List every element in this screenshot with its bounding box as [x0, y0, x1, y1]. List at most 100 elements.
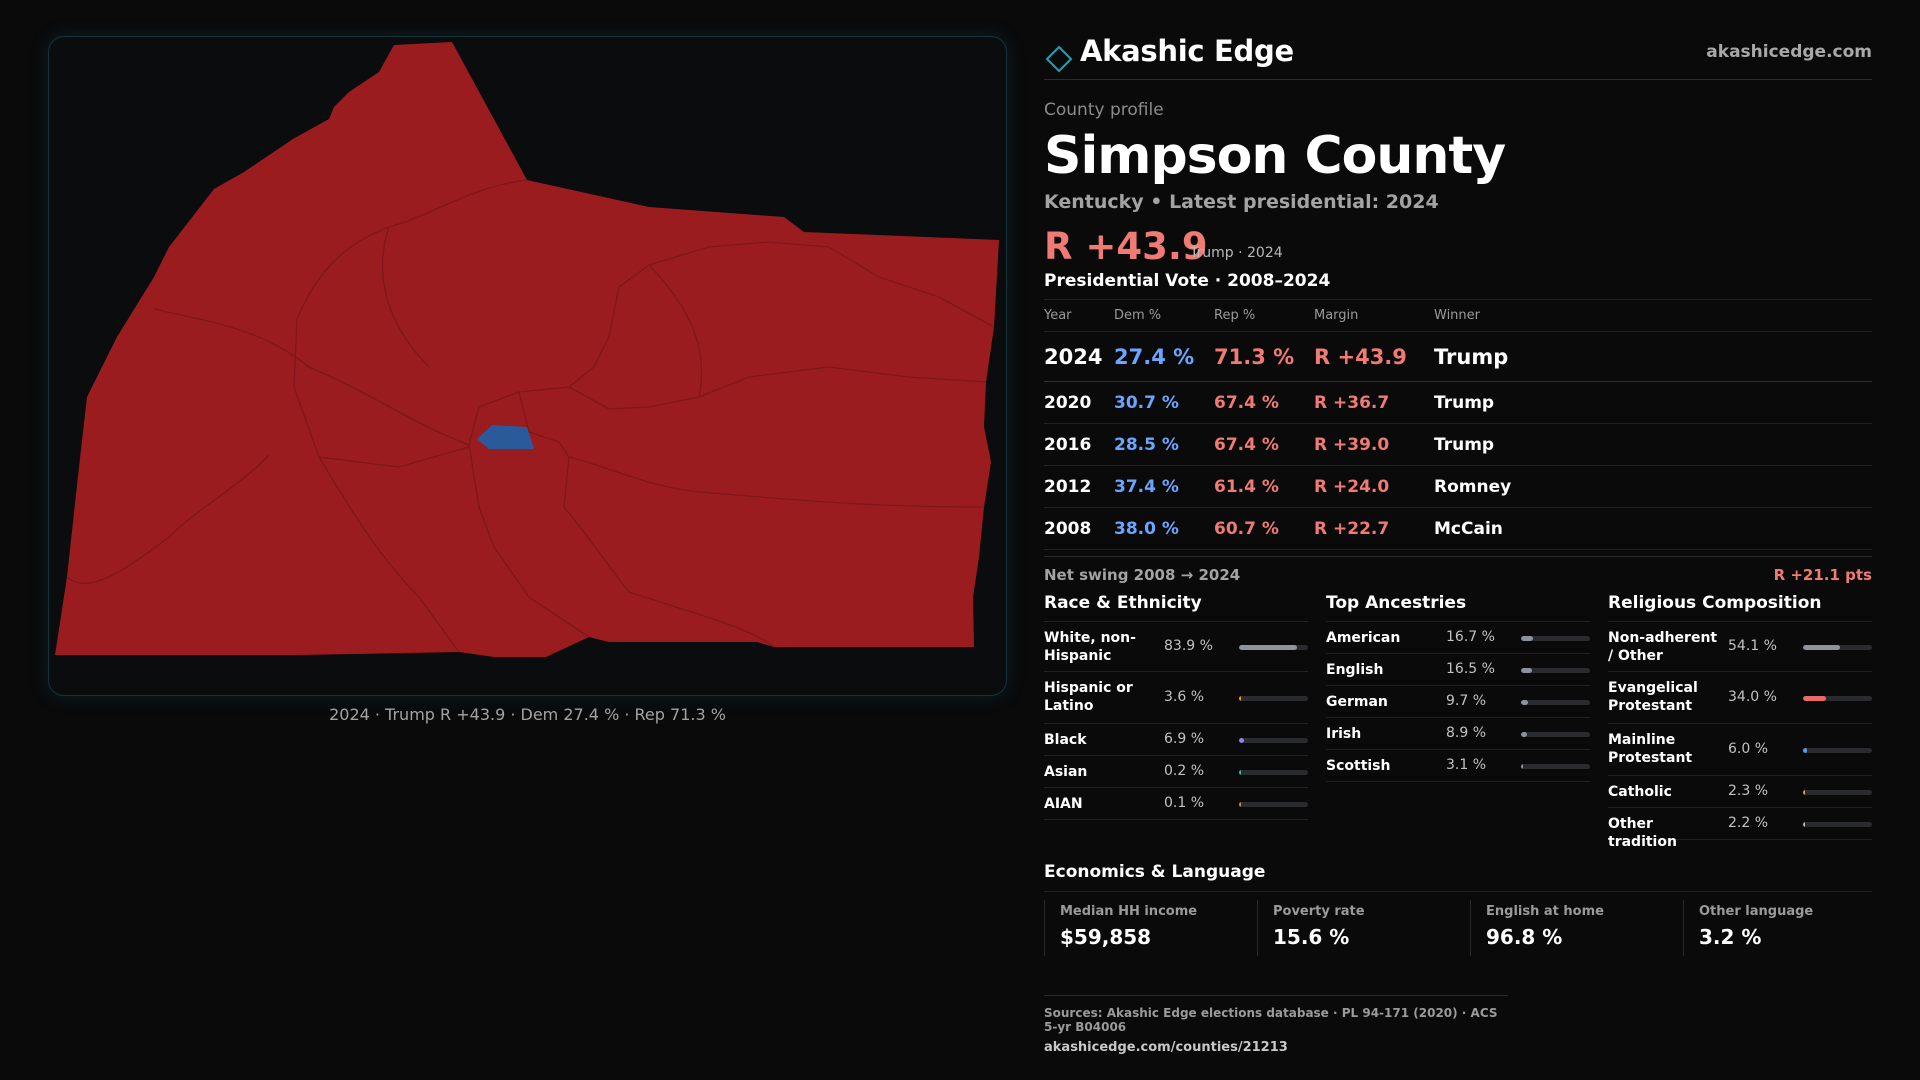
county-map[interactable] [48, 36, 1007, 696]
row-year: 2008 [1044, 507, 1114, 551]
share-bar [1239, 769, 1308, 775]
row-rep: 67.4 % [1214, 381, 1314, 425]
share-bar [1803, 644, 1872, 650]
list-item: Irish 8.9 % [1326, 718, 1590, 751]
page-subtitle: Kentucky • Latest presidential: 2024 [1044, 191, 1439, 214]
col-margin: Margin [1314, 299, 1434, 333]
share-bar [1521, 699, 1590, 705]
item-value: 3.1 % [1446, 757, 1487, 774]
list-item: American 16.7 % [1326, 622, 1590, 655]
share-bar [1521, 635, 1590, 641]
margin-detail: Trump · 2024 [1190, 245, 1283, 262]
stat-value: 15.6 % [1273, 925, 1350, 949]
brand-url[interactable]: akashicedge.com [1706, 42, 1872, 62]
item-value: 34.0 % [1728, 689, 1777, 706]
list-item: German 9.7 % [1326, 686, 1590, 719]
diamond-logo-icon [1045, 45, 1073, 73]
item-value: 2.3 % [1728, 783, 1769, 800]
share-bar-fill [1521, 699, 1528, 705]
list-item: English 16.5 % [1326, 654, 1590, 687]
row-winner: Romney [1434, 465, 1872, 509]
swing-value: R +21.1 pts [1773, 566, 1872, 585]
stat-median-income: Median HH income $59,858 [1044, 900, 1244, 956]
presidential-vote-title: Presidential Vote · 2008–2024 [1044, 271, 1331, 292]
margin-value: R +43.9 [1044, 225, 1208, 269]
row-rep: 71.3 % [1214, 331, 1314, 383]
list-item: Other tradition 2.2 % [1608, 808, 1872, 850]
list-item: AIAN 0.1 % [1044, 788, 1308, 821]
share-bar [1239, 737, 1308, 743]
share-bar-fill [1521, 731, 1528, 737]
stat-other-language: Other language 3.2 % [1683, 900, 1883, 956]
item-label: Scottish [1326, 758, 1391, 775]
margin-summary: R +43.9 Trump · 2024 [1044, 225, 1872, 269]
list-item: Scottish 3.1 % [1326, 750, 1590, 783]
item-label: Other tradition [1608, 816, 1677, 851]
item-label: English [1326, 662, 1384, 679]
row-dem: 28.5 % [1114, 423, 1214, 467]
item-value: 0.1 % [1164, 795, 1205, 812]
row-rep: 61.4 % [1214, 465, 1314, 509]
share-bar [1803, 789, 1872, 795]
stat-poverty-rate: Poverty rate 15.6 % [1257, 900, 1457, 956]
col-dem: Dem % [1114, 299, 1214, 333]
row-winner: Trump [1434, 381, 1872, 425]
share-bar [1239, 801, 1308, 807]
share-bar [1239, 644, 1308, 650]
item-value: 6.0 % [1728, 741, 1769, 758]
col-rep: Rep % [1214, 299, 1314, 333]
page-title: Simpson County [1044, 126, 1506, 186]
row-year: 2020 [1044, 381, 1114, 425]
county-map-svg [55, 42, 999, 657]
row-dem: 37.4 % [1114, 465, 1214, 509]
share-bar [1803, 821, 1872, 827]
share-bar-fill [1239, 769, 1241, 775]
row-winner: Trump [1434, 331, 1872, 383]
share-bar-fill [1803, 821, 1805, 827]
item-label: Asian [1044, 764, 1088, 781]
row-rep: 60.7 % [1214, 507, 1314, 551]
item-label: Catholic [1608, 784, 1672, 801]
row-winner: McCain [1434, 507, 1872, 551]
sources-footer: Sources: Akashic Edge elections database… [1044, 995, 1508, 1055]
stat-label: Median HH income [1060, 904, 1198, 919]
county-shape [55, 42, 999, 657]
row-year: 2024 [1044, 331, 1114, 383]
list-item: Catholic 2.3 % [1608, 776, 1872, 809]
brand-header: Akashic Edge akashicedge.com [1044, 30, 1872, 80]
item-label: Hispanic or Latino [1044, 680, 1133, 715]
share-bar [1803, 747, 1872, 753]
source-link[interactable]: akashicedge.com/counties/21213 [1044, 1040, 1288, 1055]
share-bar [1521, 667, 1590, 673]
economics-title: Economics & Language [1044, 862, 1872, 892]
religion-title: Religious Composition [1608, 592, 1872, 623]
item-label: Evangelical Protestant [1608, 680, 1698, 715]
stat-english-at-home: English at home 96.8 % [1470, 900, 1670, 956]
row-margin: R +24.0 [1314, 465, 1434, 509]
row-margin: R +43.9 [1314, 331, 1434, 383]
list-item: Mainline Protestant 6.0 % [1608, 724, 1872, 777]
list-item: Non-adherent / Other 54.1 % [1608, 622, 1872, 673]
item-value: 16.7 % [1446, 629, 1495, 646]
demographics: Race & Ethnicity White, non-Hispanic 83.9… [1044, 592, 1872, 850]
item-value: 0.2 % [1164, 763, 1205, 780]
item-value: 2.2 % [1728, 815, 1769, 832]
item-label: AIAN [1044, 796, 1083, 813]
item-label: German [1326, 694, 1388, 711]
stat-label: Other language [1699, 904, 1814, 919]
economics-stats: Median HH income $59,858 Poverty rate 15… [1044, 900, 1872, 986]
net-swing: Net swing 2008 → 2024 R +21.1 pts [1044, 556, 1872, 592]
sources-text: Sources: Akashic Edge elections database… [1044, 1006, 1498, 1034]
list-item: Asian 0.2 % [1044, 756, 1308, 789]
ancestries-panel: Top Ancestries American 16.7 % English 16.5… [1326, 592, 1590, 783]
race-ethnicity-title: Race & Ethnicity [1044, 592, 1308, 623]
share-bar-fill [1239, 644, 1297, 650]
share-bar [1803, 695, 1872, 701]
row-year: 2012 [1044, 465, 1114, 509]
item-label: Black [1044, 732, 1087, 749]
share-bar-fill [1239, 801, 1241, 807]
race-ethnicity-panel: Race & Ethnicity White, non-Hispanic 83.9… [1044, 592, 1308, 821]
row-rep: 67.4 % [1214, 423, 1314, 467]
table-row: 2020 30.7 % 67.4 % R +36.7 Trump [1044, 381, 1872, 425]
row-margin: R +36.7 [1314, 381, 1434, 425]
